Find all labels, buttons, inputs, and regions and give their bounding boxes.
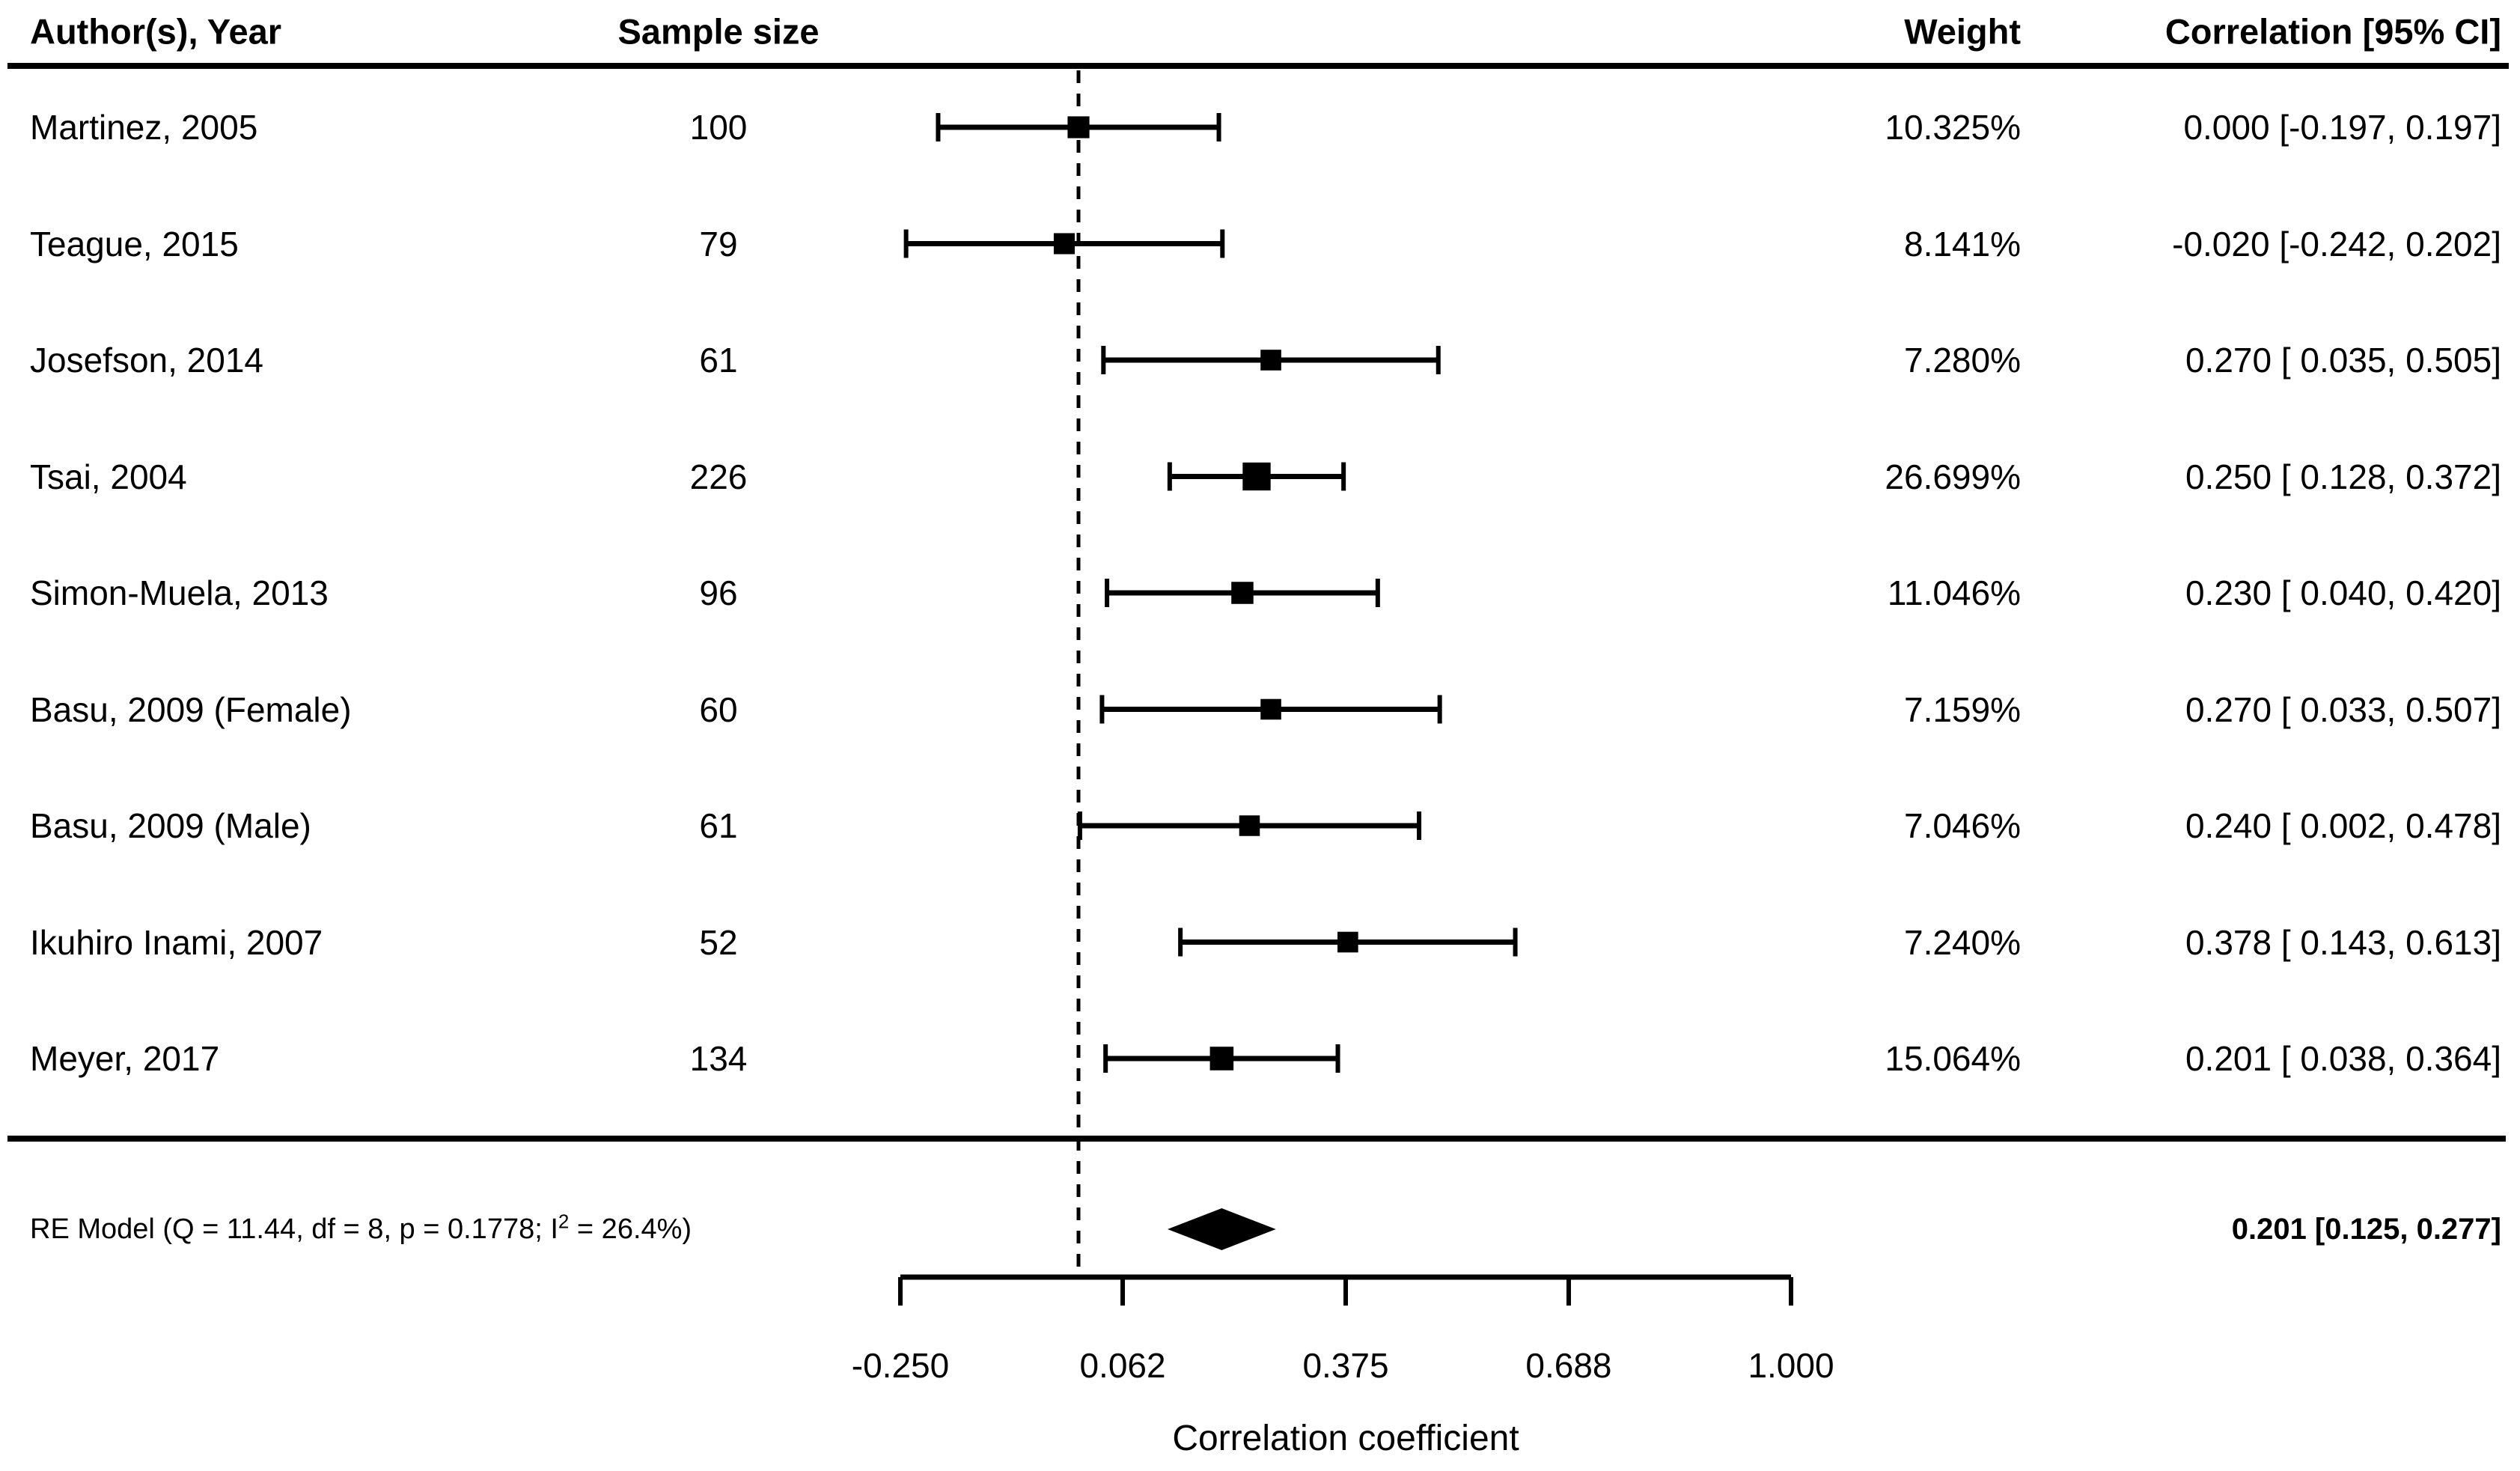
column-header-sample-size: Sample size [617, 11, 820, 52]
x-axis-title: Correlation coefficient [1172, 1419, 1519, 1458]
study-weight: 7.240% [1903, 922, 2021, 962]
point-estimate-square [1231, 582, 1254, 604]
study-weight: 26.699% [1885, 457, 2021, 496]
x-axis-tick-label: 1.000 [1748, 1346, 1834, 1385]
study-author: Simon-Muela, 2013 [30, 573, 329, 612]
study-correlation: 0.270 [ 0.035, 0.505] [2185, 341, 2501, 380]
study-correlation: 0.240 [ 0.002, 0.478] [2185, 806, 2501, 845]
study-author: Basu, 2009 (Female) [30, 689, 352, 729]
study-weight: 15.064% [1885, 1039, 2021, 1078]
study-sample-size: 96 [699, 573, 738, 612]
study-correlation: 0.000 [-0.197, 0.197] [2183, 108, 2501, 147]
study-correlation: 0.378 [ 0.143, 0.613] [2185, 922, 2501, 962]
column-header-correlation: Correlation [95% CI] [2164, 11, 2501, 52]
study-weight: 8.141% [1903, 224, 2021, 264]
study-author: Meyer, 2017 [30, 1039, 220, 1078]
summary-diamond [1168, 1208, 1276, 1250]
x-axis-tick-label: 0.688 [1525, 1346, 1612, 1385]
point-estimate-square [1260, 350, 1281, 371]
study-correlation: -0.020 [-0.242, 0.202] [2172, 224, 2501, 264]
study-weight: 7.159% [1903, 689, 2021, 729]
re-model-label-suffix: = 26.4%) [569, 1213, 692, 1245]
study-weight: 7.046% [1903, 806, 2021, 845]
study-weight: 7.280% [1903, 341, 2021, 380]
point-estimate-square [1337, 931, 1358, 953]
study-sample-size: 61 [699, 806, 738, 845]
study-correlation: 0.270 [ 0.033, 0.507] [2185, 689, 2501, 729]
study-author: Tsai, 2004 [30, 457, 187, 496]
study-sample-size: 134 [689, 1039, 748, 1078]
study-author: Basu, 2009 (Male) [30, 806, 311, 845]
point-estimate-square [1053, 233, 1075, 255]
study-weight: 10.325% [1885, 108, 2021, 147]
column-header-weight: Weight [1904, 11, 2021, 52]
study-correlation: 0.250 [ 0.128, 0.372] [2185, 457, 2501, 496]
study-sample-size: 79 [699, 224, 738, 264]
study-author: Ikuhiro Inami, 2007 [30, 922, 323, 962]
study-sample-size: 226 [689, 457, 748, 496]
study-author: Teague, 2015 [30, 224, 239, 264]
point-estimate-square [1209, 1047, 1234, 1070]
study-author: Josefson, 2014 [30, 341, 264, 380]
re-model-estimate: 0.201 [0.125, 0.277] [2231, 1213, 2501, 1246]
study-weight: 11.046% [1887, 573, 2021, 612]
study-sample-size: 60 [699, 689, 738, 729]
re-model-label-isquared-sup: 2 [558, 1210, 570, 1233]
x-axis-tick-label: 0.062 [1079, 1346, 1166, 1385]
study-correlation: 0.201 [ 0.038, 0.364] [2185, 1039, 2501, 1078]
point-estimate-square [1260, 698, 1281, 720]
study-sample-size: 100 [689, 108, 748, 147]
study-sample-size: 61 [699, 341, 738, 380]
re-model-label-prefix: RE Model (Q = 11.44, df = 8, p = 0.1778;… [30, 1213, 558, 1245]
point-estimate-square [1239, 815, 1260, 836]
study-author: Martinez, 2005 [30, 108, 258, 147]
study-sample-size: 52 [699, 922, 738, 962]
point-estimate-square [1067, 116, 1090, 138]
column-header-author: Author(s), Year [30, 11, 282, 52]
point-estimate-square [1242, 462, 1271, 491]
x-axis-tick-label: -0.250 [851, 1346, 950, 1385]
study-correlation: 0.230 [ 0.040, 0.420] [2185, 573, 2501, 612]
x-axis-tick-label: 0.375 [1302, 1346, 1389, 1385]
re-model-label: RE Model (Q = 11.44, df = 8, p = 0.1778;… [30, 1211, 692, 1245]
